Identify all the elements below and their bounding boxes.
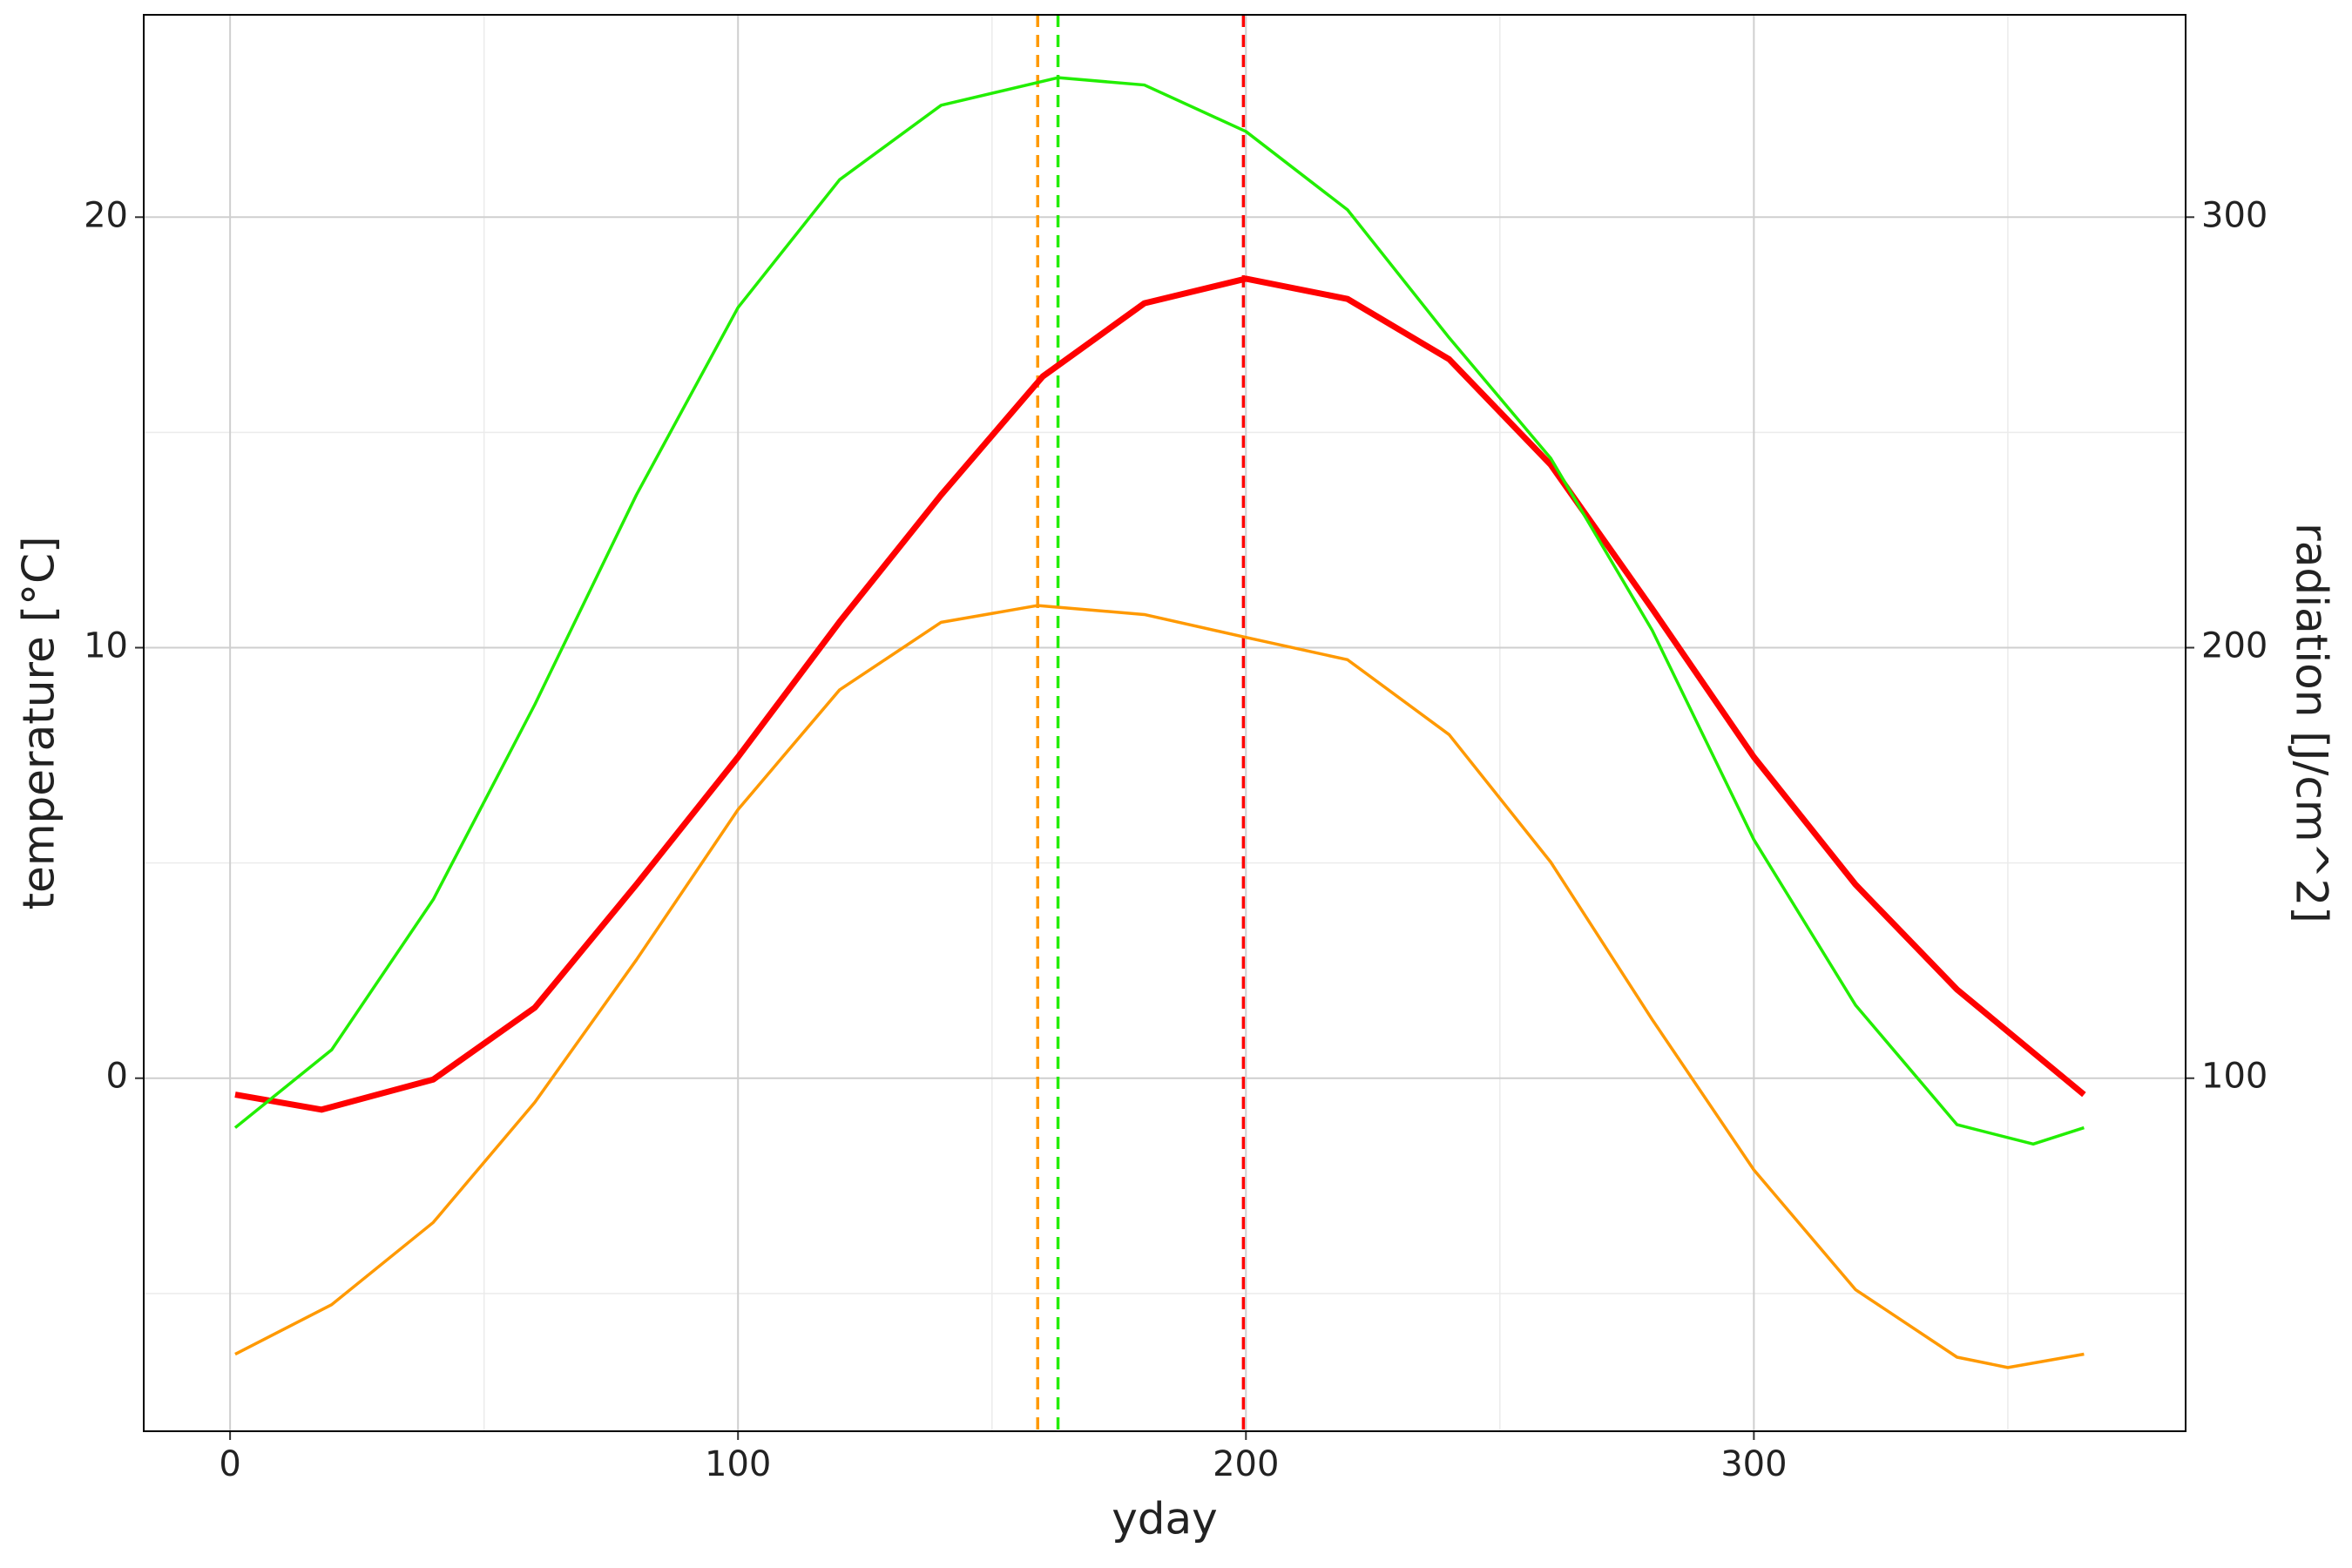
y2-tick-label: 300 <box>2201 195 2268 235</box>
y2-tick-label: 200 <box>2201 626 2268 666</box>
x-axis-title: yday <box>1112 1494 1218 1544</box>
y-tick-label: 10 <box>84 626 128 666</box>
plot-frame <box>143 14 2186 1432</box>
y2-tick-label: 100 <box>2201 1057 2268 1097</box>
series-line <box>234 604 2085 1369</box>
x-tick-label: 300 <box>1720 1444 1787 1484</box>
series-line <box>234 275 2086 1113</box>
x-tick-label: 100 <box>705 1444 771 1484</box>
y-tick-label: 20 <box>84 195 128 235</box>
series-line <box>233 76 2085 1146</box>
x-tick-label: 200 <box>1213 1444 1279 1484</box>
y2-axis-title: radiation [J/cm^2] <box>2287 523 2337 923</box>
x-tick-label: 0 <box>219 1444 240 1484</box>
y-axis-title: temperature [°C] <box>14 536 64 909</box>
y-tick-label: 0 <box>106 1057 128 1097</box>
